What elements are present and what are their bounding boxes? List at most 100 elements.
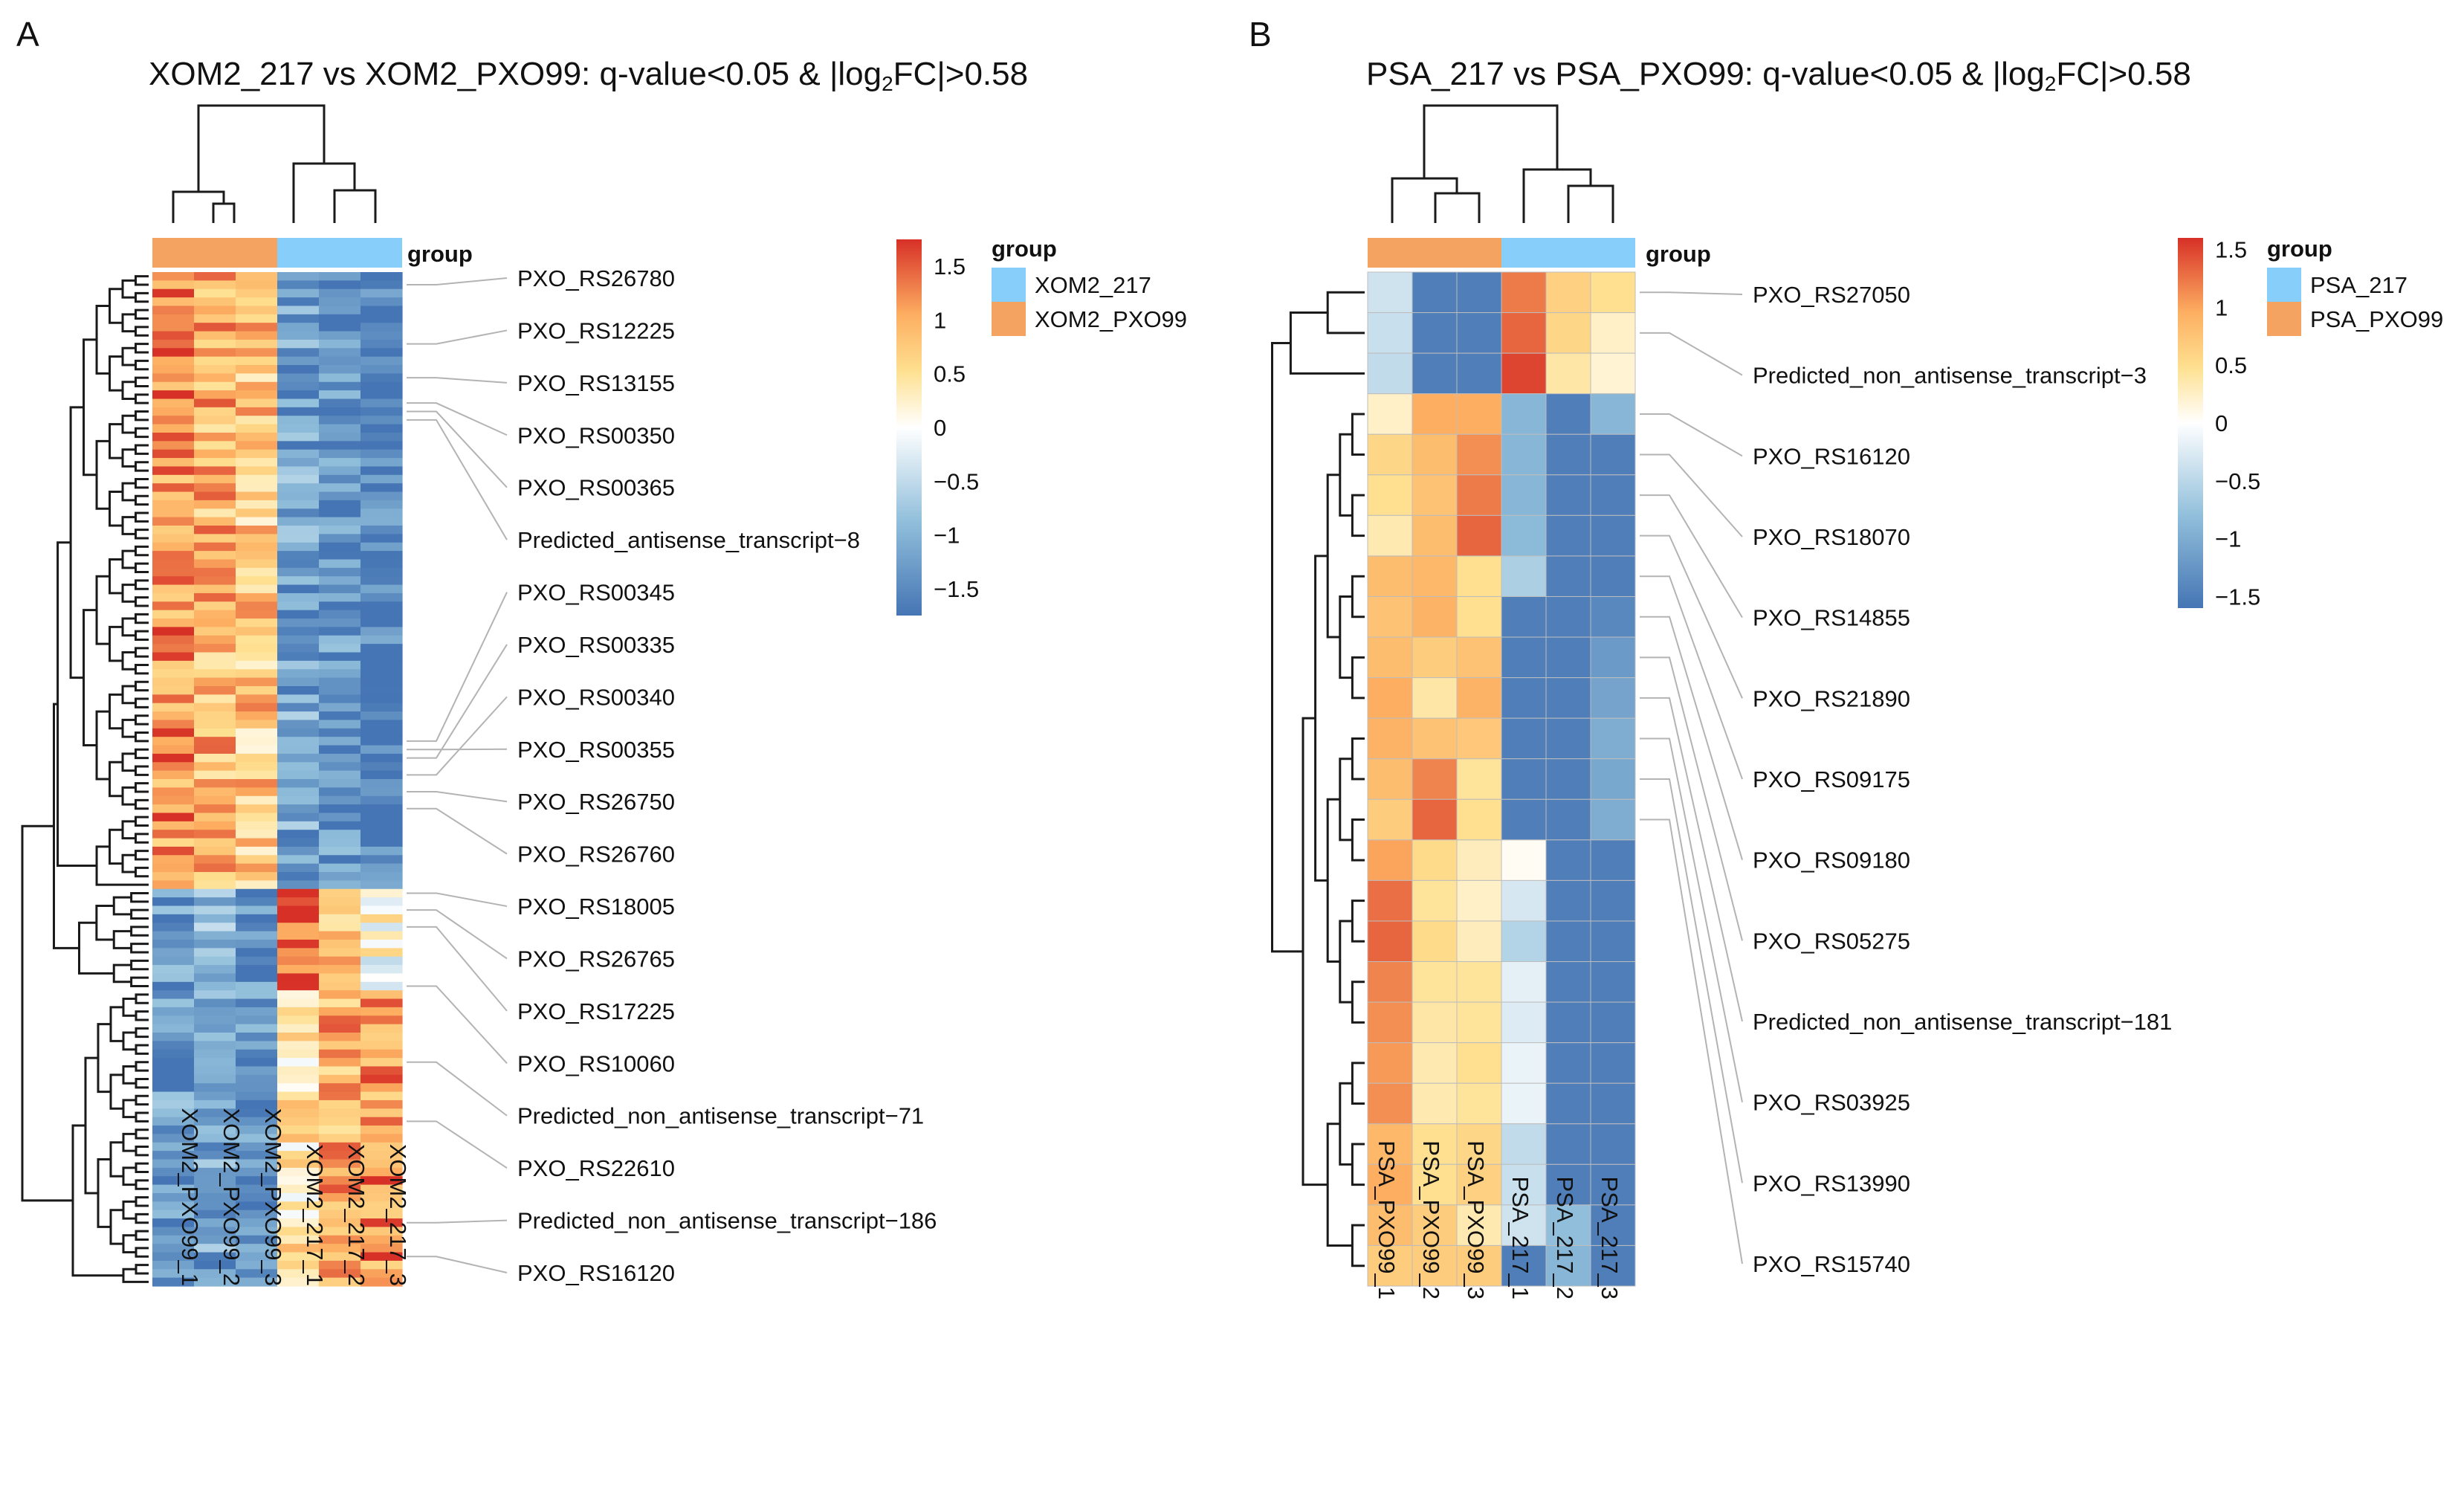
- panel-b-label-leaders: [1640, 291, 1743, 1265]
- heatmap-cell: [194, 998, 236, 1008]
- heatmap-cell: [236, 694, 278, 704]
- heatmap-cell: [236, 652, 278, 662]
- heatmap-cell: [236, 348, 278, 358]
- heatmap-cell: [360, 534, 403, 543]
- row-dendro-branch: [109, 558, 123, 595]
- panel-a-coldendro-branch: [333, 189, 377, 223]
- row-dendro-branch: [122, 1234, 136, 1254]
- heatmap-cell: [236, 703, 278, 712]
- heatmap-cell: [360, 948, 403, 957]
- heatmap-cell: [277, 973, 320, 983]
- heatmap-cell: [236, 897, 278, 907]
- heatmap-cell: [360, 1041, 403, 1050]
- heatmap-cell: [1412, 352, 1458, 395]
- heatmap-cell: [236, 888, 278, 898]
- heatmap-cell: [277, 838, 320, 847]
- heatmap-cell: [236, 483, 278, 493]
- heatmap-cell: [1545, 1244, 1591, 1287]
- panel-b-title: PSA_217 vs PSA_PXO99: q-value<0.05 & |lo…: [1366, 56, 2191, 95]
- heatmap-cell: [277, 381, 320, 391]
- heatmap-cell: [277, 1269, 320, 1279]
- panel-a-legend-swatch-pxo99: [992, 302, 1026, 336]
- row-dendro-branch: [135, 444, 149, 455]
- heatmap-cell: [319, 1058, 361, 1068]
- row-dendro-branch: [95, 304, 110, 375]
- row-label-leader: [1640, 453, 1743, 537]
- row-dendro-branch: [135, 596, 149, 607]
- heatmap-cell: [360, 846, 403, 856]
- heatmap-cell: [360, 635, 403, 645]
- heatmap-cell: [152, 1235, 195, 1244]
- heatmap-cell: [152, 872, 195, 881]
- row-dendro-branch: [122, 1166, 136, 1186]
- heatmap-cell: [319, 500, 361, 509]
- heatmap-cell: [319, 745, 361, 755]
- heatmap-cell: [236, 737, 278, 746]
- heatmap-cell: [1545, 1163, 1591, 1206]
- panel-a-legend-swatch-217: [992, 268, 1026, 302]
- heatmap-cell: [194, 373, 236, 383]
- heatmap-cell: [360, 1260, 403, 1270]
- heatmap-cell: [277, 660, 320, 670]
- heatmap-cell: [277, 331, 320, 340]
- heatmap-cell: [1590, 1001, 1636, 1044]
- heatmap-cell: [194, 948, 236, 957]
- heatmap-cell: [277, 416, 320, 425]
- heatmap-cell: [277, 1083, 320, 1093]
- heatmap-cell: [152, 314, 195, 323]
- heatmap-cell: [1501, 879, 1547, 922]
- heatmap-cell: [360, 745, 403, 755]
- heatmap-cell: [360, 280, 403, 290]
- row-dendro-branch: [121, 414, 136, 434]
- row-label: PXO_RS16120: [1753, 443, 1910, 469]
- heatmap-cell: [152, 474, 195, 484]
- heatmap-cell: [277, 1201, 320, 1211]
- heatmap-cell: [152, 1167, 195, 1177]
- heatmap-cell: [319, 1099, 361, 1109]
- heatmap-cell: [1501, 636, 1547, 679]
- heatmap-cell: [319, 432, 361, 442]
- heatmap-cell: [152, 424, 195, 433]
- heatmap-cell: [277, 635, 320, 645]
- heatmap-cell: [152, 1184, 195, 1194]
- heatmap-cell: [194, 660, 236, 670]
- heatmap-cell: [152, 981, 195, 991]
- heatmap-cell: [1412, 312, 1458, 354]
- heatmap-cell: [152, 1210, 195, 1219]
- heatmap-cell: [236, 1015, 278, 1025]
- panel-a-annotation-label: group: [407, 241, 473, 267]
- row-dendro-branch: [135, 1196, 149, 1207]
- heatmap-cell: [360, 872, 403, 881]
- heatmap-cell: [319, 551, 361, 561]
- heatmap-cell: [277, 1277, 320, 1287]
- heatmap-cell: [277, 542, 320, 552]
- heatmap-cell: [236, 306, 278, 315]
- heatmap-cell: [277, 534, 320, 543]
- heatmap-cell: [194, 711, 236, 721]
- heatmap-cell: [1501, 1204, 1547, 1246]
- heatmap-cell: [319, 381, 361, 391]
- heatmap-cell: [1412, 717, 1458, 760]
- heatmap-cell: [194, 416, 236, 425]
- heatmap-cell: [194, 745, 236, 755]
- heatmap-cell: [360, 1210, 403, 1219]
- heatmap-cell: [152, 534, 195, 543]
- heatmap-cell: [319, 356, 361, 366]
- row-dendro-branch: [121, 820, 136, 840]
- panel-a-coldendro-branch: [212, 202, 236, 223]
- heatmap-cell: [1412, 961, 1458, 1003]
- panel-a-column-dendrogram: [172, 104, 377, 223]
- heatmap-cell: [236, 1066, 278, 1076]
- heatmap-cell: [194, 973, 236, 983]
- heatmap-cell: [360, 821, 403, 830]
- heatmap-cell: [360, 677, 403, 687]
- heatmap-cell: [319, 762, 361, 772]
- heatmap-cell: [319, 669, 361, 679]
- heatmap-cell: [236, 373, 278, 383]
- heatmap-cell: [194, 1235, 236, 1244]
- heatmap-cell: [1545, 758, 1591, 800]
- heatmap-cell: [1367, 1204, 1413, 1246]
- heatmap-cell: [152, 795, 195, 805]
- heatmap-cell: [319, 644, 361, 653]
- heatmap-cell: [152, 1244, 195, 1253]
